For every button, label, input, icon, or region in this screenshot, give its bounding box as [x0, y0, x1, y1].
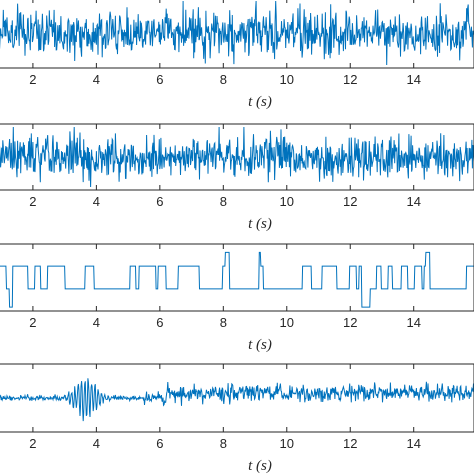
x-tick-label: 4	[93, 436, 100, 451]
x-tick-label: 8	[220, 315, 227, 330]
x-tick-label: 14	[406, 315, 420, 330]
x-tick-label: 12	[343, 72, 357, 87]
x-axis-label: t (s)	[248, 337, 272, 353]
x-axis-label: t (s)	[248, 216, 272, 232]
x-tick-label: 10	[280, 315, 294, 330]
x-tick-label: 2	[29, 194, 36, 209]
signal-line	[0, 378, 474, 422]
x-axis-variable: t	[248, 216, 256, 232]
x-axis-label: t (s)	[248, 94, 272, 110]
x-axis-unit: (s)	[256, 337, 272, 353]
subplot-2: 2 4 6 8 10 12 14 t (s)	[0, 123, 474, 232]
x-tick-label: 10	[280, 72, 294, 87]
x-tick-label: 14	[406, 194, 420, 209]
x-axis-label: t (s)	[248, 458, 272, 474]
x-tick-label: 6	[156, 436, 163, 451]
x-tick-label: 14	[406, 436, 420, 451]
x-tick-label: 12	[343, 194, 357, 209]
x-tick-label: 2	[29, 72, 36, 87]
x-tick-label: 6	[156, 72, 163, 87]
axes-box	[0, 243, 474, 312]
axes-box	[0, 0, 474, 69]
x-axis-unit: (s)	[256, 458, 272, 474]
x-tick-label: 8	[220, 72, 227, 87]
x-axis-variable: t	[248, 337, 256, 353]
x-tick-label: 4	[93, 315, 100, 330]
signal-line	[0, 126, 474, 188]
x-tick-label: 10	[280, 194, 294, 209]
x-tick-label: 4	[93, 194, 100, 209]
x-axis-variable: t	[248, 94, 256, 110]
signal-line	[0, 251, 474, 308]
x-tick-label: 6	[156, 194, 163, 209]
axes-box	[0, 123, 474, 191]
x-tick-label: 12	[343, 315, 357, 330]
signal-line	[0, 0, 474, 66]
x-tick-label: 8	[220, 194, 227, 209]
x-tick-label: 2	[29, 436, 36, 451]
x-tick-label: 14	[406, 72, 420, 87]
x-axis-variable: t	[248, 458, 256, 474]
x-tick-label: 12	[343, 436, 357, 451]
x-axis-unit: (s)	[256, 94, 272, 110]
x-tick-label: 10	[280, 436, 294, 451]
x-tick-label: 8	[220, 436, 227, 451]
axes-box	[0, 363, 474, 433]
subplot-3: 2 4 6 8 10 12 14 t (s)	[0, 243, 474, 353]
x-tick-label: 4	[93, 72, 100, 87]
subplot-1: 2 4 6 8 10 12 14 t (s)	[0, 0, 474, 110]
x-axis-unit: (s)	[256, 216, 272, 232]
x-tick-label: 2	[29, 315, 36, 330]
x-tick-label: 6	[156, 315, 163, 330]
subplot-4: 2 4 6 8 10 12 14 t (s)	[0, 363, 474, 474]
